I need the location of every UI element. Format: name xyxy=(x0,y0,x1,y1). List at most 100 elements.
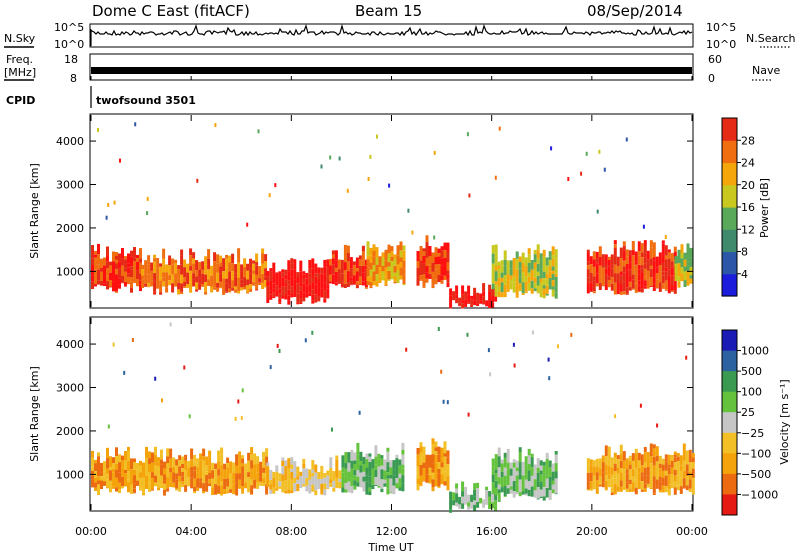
data-cell xyxy=(326,288,330,298)
data-cell xyxy=(643,447,647,452)
nsky-line xyxy=(90,23,693,46)
data-cell xyxy=(253,464,257,471)
data-cell xyxy=(293,472,297,478)
data-cell xyxy=(443,453,447,457)
data-cell xyxy=(652,448,656,457)
data-cell xyxy=(610,277,614,284)
data-cell xyxy=(386,465,390,473)
data-cell xyxy=(147,286,151,288)
data-cell xyxy=(302,274,306,278)
data-cell xyxy=(398,473,402,479)
data-cell xyxy=(655,485,659,489)
colorbar-cell xyxy=(722,140,737,164)
data-cell xyxy=(281,491,285,493)
data-cell xyxy=(592,287,596,292)
data-cell xyxy=(422,446,426,456)
data-cell xyxy=(216,254,220,258)
data-cell xyxy=(539,460,543,466)
data-cell xyxy=(172,457,176,467)
data-cell xyxy=(673,462,677,470)
data-cell xyxy=(139,273,142,281)
data-cell xyxy=(518,262,522,269)
data-cell xyxy=(229,473,233,484)
data-cell xyxy=(359,479,363,488)
data-cell xyxy=(509,268,513,276)
data-cell xyxy=(386,478,390,489)
data-cell xyxy=(229,483,233,490)
data-cell xyxy=(586,472,590,482)
data-cell xyxy=(643,240,647,246)
data-cell xyxy=(204,282,208,292)
data-cell xyxy=(133,462,136,470)
data-cell xyxy=(124,281,127,287)
data-cell xyxy=(521,475,525,486)
data-cell xyxy=(177,269,181,279)
data-cell xyxy=(264,268,268,277)
data-cell xyxy=(598,287,602,290)
data-cell xyxy=(262,472,266,479)
data-cell xyxy=(266,297,270,303)
data-cell xyxy=(106,246,109,256)
data-cell xyxy=(628,455,632,461)
data-cell xyxy=(686,277,690,282)
data-cell xyxy=(500,459,504,464)
data-cell xyxy=(133,261,136,270)
data-cell xyxy=(97,269,100,281)
colorbar-cell xyxy=(722,371,737,393)
data-cell xyxy=(181,472,185,477)
data-cell xyxy=(437,462,441,469)
colorbar-tick-label: 12 xyxy=(741,223,755,236)
data-cell xyxy=(643,263,647,269)
data-cell xyxy=(94,254,97,258)
data-cell xyxy=(601,455,605,463)
data-cell xyxy=(97,465,100,477)
data-cell xyxy=(512,285,516,293)
data-cell xyxy=(434,451,438,455)
data-cell xyxy=(512,459,516,463)
data-cell xyxy=(503,265,507,275)
data-cell xyxy=(361,251,365,261)
data-cell xyxy=(261,273,265,283)
data-cell xyxy=(293,464,297,473)
data-cell xyxy=(434,257,438,265)
scatter-echo xyxy=(311,330,314,335)
data-cell xyxy=(262,467,266,473)
data-cell xyxy=(646,270,650,280)
data-cell xyxy=(317,279,321,287)
data-cell xyxy=(437,264,441,275)
data-cell xyxy=(323,483,327,490)
data-cell xyxy=(419,442,423,447)
data-cell xyxy=(434,447,438,452)
data-cell xyxy=(554,273,558,277)
data-cell xyxy=(180,291,184,294)
data-cell xyxy=(247,460,251,467)
data-cell xyxy=(431,487,435,492)
data-cell xyxy=(375,264,379,275)
data-cell xyxy=(142,494,145,496)
data-cell xyxy=(676,466,680,476)
data-cell xyxy=(452,492,456,501)
data-cell xyxy=(589,272,593,283)
data-cell xyxy=(494,487,498,496)
data-cell xyxy=(181,484,185,488)
data-cell xyxy=(586,269,590,278)
data-cell xyxy=(350,449,354,461)
data-cell xyxy=(473,496,477,501)
data-cell xyxy=(390,261,394,271)
scatter-echo xyxy=(107,424,110,429)
data-cell xyxy=(485,501,489,505)
data-cell xyxy=(133,276,136,283)
data-cell xyxy=(610,467,614,475)
data-cell xyxy=(235,454,239,461)
data-cell xyxy=(628,479,632,485)
data-cell xyxy=(598,282,602,288)
data-cell xyxy=(664,486,668,493)
data-cell xyxy=(202,491,206,494)
data-cell xyxy=(97,480,100,485)
data-cell xyxy=(434,479,438,487)
data-cell xyxy=(151,472,154,479)
data-cell xyxy=(640,257,644,266)
data-cell xyxy=(625,488,629,492)
data-cell xyxy=(253,460,257,465)
data-cell xyxy=(272,283,276,289)
